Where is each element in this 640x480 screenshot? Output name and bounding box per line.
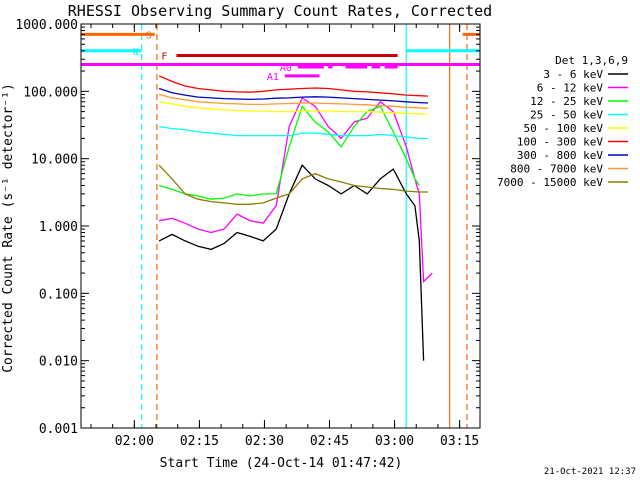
y-tick-label: 0.100: [39, 287, 78, 302]
y-tick-label: 0.001: [39, 422, 78, 437]
series-line-3: [158, 125, 428, 140]
flag-label-F: F: [161, 52, 167, 63]
flag-label-N: N: [133, 47, 139, 58]
flag-label-A1: A1: [267, 72, 279, 83]
y-tick-label: 1000.000: [15, 18, 78, 33]
legend-label-5: 100 - 300 keV: [517, 136, 603, 149]
x-tick-label: 03:00: [375, 434, 414, 449]
y-tick-label: 100.000: [23, 85, 78, 100]
chart-title: RHESSI Observing Summary Count Rates, Co…: [68, 2, 492, 20]
axes: 0.001 0.010 0.100 1.000 10.000 100.000 1000.00…: [15, 18, 481, 449]
series-line-8: [158, 164, 428, 205]
x-tick-label: 02:30: [245, 434, 284, 449]
legend-label-7: 800 - 7000 keV: [510, 163, 603, 176]
y-tick-label: 10.000: [31, 153, 78, 168]
flag-label-S: S: [146, 30, 152, 41]
series-line-7: [158, 93, 429, 109]
data-series: [158, 75, 433, 361]
series-line-2: [158, 104, 420, 200]
series-line-5: [158, 75, 429, 97]
legend-label-8: 7000 - 15000 keV: [497, 176, 603, 189]
series-line-1: [158, 96, 433, 283]
legend-label-2: 12 - 25 keV: [530, 95, 603, 108]
x-axis-label: Start Time (24-Oct-14 01:47:42): [160, 456, 403, 471]
y-axis-label: Corrected Count Rate (s⁻¹ detector⁻¹): [1, 83, 16, 373]
y-tick-label: 1.000: [39, 220, 78, 235]
x-tick-label: 02:45: [310, 434, 349, 449]
series-line-0: [158, 164, 425, 361]
series-line-4: [158, 101, 428, 115]
legend-title: Det 1,3,6,9: [555, 54, 628, 67]
x-tick-label: 02:00: [115, 434, 154, 449]
y-tick-label: 0.010: [39, 355, 78, 370]
axes-frame: [80, 23, 481, 429]
timestamp: 21-Oct-2021 12:37: [544, 467, 636, 477]
x-tick-label: 02:15: [180, 434, 219, 449]
legend-label-1: 6 - 12 keV: [537, 82, 604, 95]
legend-label-6: 300 - 800 keV: [517, 149, 603, 162]
series-line-6: [158, 87, 429, 104]
legend-label-3: 25 - 50 keV: [530, 109, 603, 122]
legend-label-0: 3 - 6 keV: [543, 68, 603, 81]
x-tick-label: 03:15: [440, 434, 479, 449]
legend-label-4: 50 - 100 keV: [524, 122, 604, 135]
flag-label-A0: A0: [280, 63, 292, 74]
